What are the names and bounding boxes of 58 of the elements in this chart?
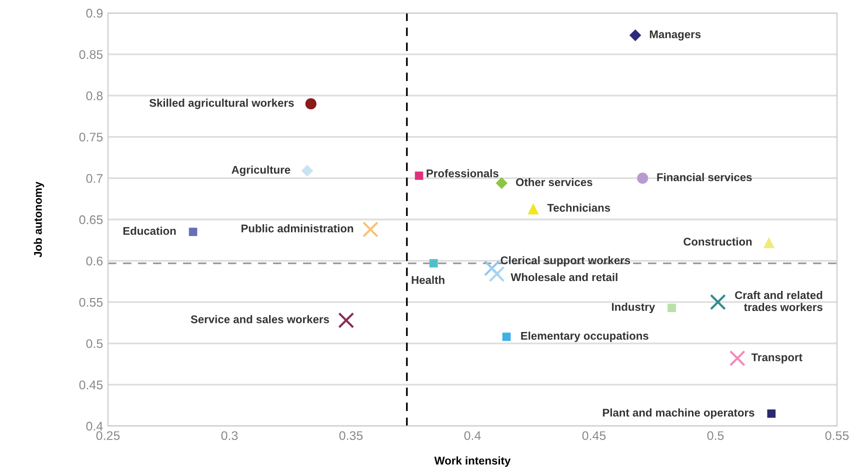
point (528, 203, 539, 214)
series-label: Financial services (657, 173, 752, 182)
y-tick-label: 0.85 (79, 50, 103, 59)
point (188, 228, 198, 236)
y-tick-label: 0.6 (86, 256, 103, 266)
series-label: Clerical support workers (500, 256, 630, 266)
point (502, 332, 511, 341)
y-tick-label: 0.7 (86, 174, 103, 183)
point (763, 237, 775, 248)
point (414, 172, 424, 180)
point (637, 172, 648, 184)
y-tick-label: 0.9 (86, 8, 103, 18)
point (710, 294, 726, 310)
point (729, 350, 746, 366)
series-label: Professionals (426, 169, 498, 178)
x-tick-label: 0.3 (221, 431, 238, 440)
series-label: Technicians (547, 204, 610, 212)
y-tick-label: 0.75 (79, 132, 103, 142)
x-tick-label: 0.45 (582, 431, 606, 440)
series-label: Managers (650, 30, 701, 40)
point (484, 260, 500, 276)
x-tick-label: 0.4 (464, 431, 481, 440)
series-label: Other services (516, 178, 592, 186)
x-tick-label: 0.5 (707, 431, 724, 440)
series-label: Elementary occupations (521, 332, 648, 342)
series-label: Skilled agricultural workers (149, 98, 294, 110)
point (362, 221, 378, 238)
point (496, 177, 508, 190)
series-label: Industry (612, 302, 656, 314)
point (488, 266, 505, 282)
point (629, 29, 642, 42)
series-label: Public administration (242, 224, 354, 232)
point (668, 304, 676, 312)
series-label: Wholesale and retail (510, 273, 618, 282)
x-axis-title: Work intensity (434, 456, 511, 467)
series-label: Construction (684, 237, 752, 246)
series-label: Transport (751, 353, 802, 364)
y-tick-label: 0.55 (79, 298, 103, 307)
x-tick-label: 0.35 (339, 431, 363, 440)
series-label: Service and sales workers (190, 315, 330, 324)
series-label: Craft and related trades workers (735, 290, 822, 312)
y-tick-label: 0.8 (86, 91, 103, 100)
x-tick-label: 0.25 (96, 431, 120, 440)
series-label: Education (123, 226, 176, 235)
y-tick-label: 0.4 (86, 422, 103, 431)
y-axis-title: Job autonomy (34, 182, 44, 258)
x-tick-label: 0.55 (825, 431, 849, 440)
point (338, 312, 354, 328)
point (305, 98, 316, 110)
series-label: Plant and machine operators (602, 408, 754, 419)
point (301, 164, 314, 177)
point (767, 409, 776, 418)
series-label: Health (412, 276, 444, 284)
y-tick-label: 0.65 (79, 215, 103, 224)
series-label: Agriculture (232, 166, 290, 176)
y-tick-label: 0.5 (86, 339, 103, 348)
y-tick-label: 0.45 (79, 380, 103, 390)
point (429, 259, 438, 268)
